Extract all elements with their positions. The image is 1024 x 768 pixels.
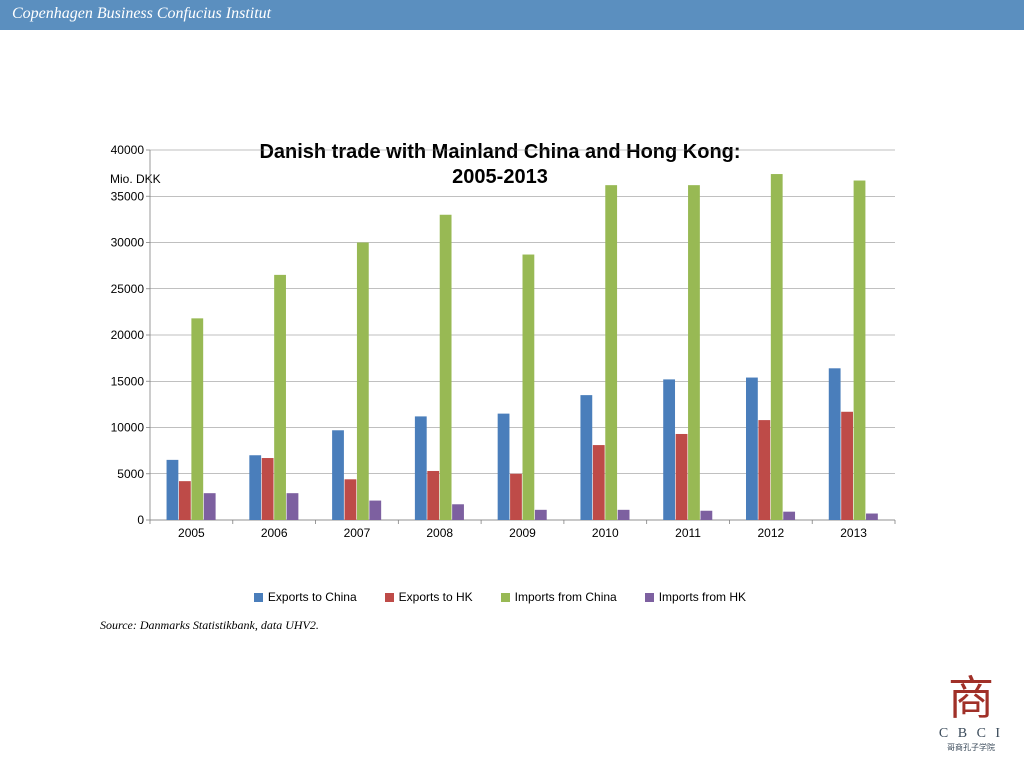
bar xyxy=(452,504,464,520)
bar xyxy=(854,181,866,520)
bar xyxy=(262,458,274,520)
legend-item: Imports from HK xyxy=(645,590,746,604)
svg-text:30000: 30000 xyxy=(111,236,145,250)
header-title: Copenhagen Business Confucius Institut xyxy=(12,5,271,22)
bar xyxy=(593,445,605,520)
bar xyxy=(287,493,299,520)
bar xyxy=(440,215,452,520)
legend-swatch xyxy=(385,593,394,602)
logo-glyph: 商 xyxy=(936,676,1006,722)
svg-text:2005: 2005 xyxy=(178,526,205,540)
svg-text:2013: 2013 xyxy=(840,526,867,540)
legend-item: Imports from China xyxy=(501,590,617,604)
svg-text:2010: 2010 xyxy=(592,526,619,540)
legend-swatch xyxy=(645,593,654,602)
bar xyxy=(676,434,688,520)
svg-text:2011: 2011 xyxy=(675,526,701,540)
source-note: Source: Danmarks Statistikbank, data UHV… xyxy=(100,618,319,633)
bar xyxy=(510,474,522,520)
svg-text:0: 0 xyxy=(137,513,144,527)
bar xyxy=(700,511,712,520)
legend-label: Imports from China xyxy=(515,590,617,604)
bar xyxy=(274,275,286,520)
bar xyxy=(427,471,439,520)
cbci-logo: 商 C B C I 哥商孔子学院 xyxy=(936,676,1006,753)
bar xyxy=(523,255,535,520)
bar xyxy=(415,416,427,520)
bar xyxy=(663,379,675,520)
bar xyxy=(618,510,630,520)
svg-text:10000: 10000 xyxy=(111,421,145,435)
svg-text:15000: 15000 xyxy=(111,374,145,388)
bar xyxy=(758,420,770,520)
bar xyxy=(580,395,592,520)
svg-text:2006: 2006 xyxy=(261,526,288,540)
bar xyxy=(191,318,203,520)
bar xyxy=(369,501,381,520)
bar xyxy=(605,185,617,520)
bar xyxy=(179,481,191,520)
bar xyxy=(249,455,261,520)
bar xyxy=(771,174,783,520)
logo-sub: 哥商孔子学院 xyxy=(936,742,1006,753)
chart-svg: 0 5000 10000 15000 20000 25000 30000 35000 40000… xyxy=(100,145,900,540)
bar xyxy=(841,412,853,520)
bar xyxy=(746,378,758,520)
svg-text:2007: 2007 xyxy=(344,526,371,540)
legend-label: Exports to China xyxy=(268,590,357,604)
svg-text:25000: 25000 xyxy=(111,282,145,296)
svg-text:5000: 5000 xyxy=(117,467,144,481)
bar xyxy=(688,185,700,520)
legend-swatch xyxy=(501,593,510,602)
bar xyxy=(204,493,216,520)
bar xyxy=(829,368,841,520)
bar xyxy=(866,514,878,520)
svg-text:35000: 35000 xyxy=(111,189,145,203)
legend-label: Exports to HK xyxy=(399,590,473,604)
svg-text:2009: 2009 xyxy=(509,526,536,540)
legend-label: Imports from HK xyxy=(659,590,746,604)
legend: Exports to China Exports to HK Imports fro… xyxy=(100,590,900,604)
bar xyxy=(345,479,357,520)
header-bar: Copenhagen Business Confucius Institut xyxy=(0,0,1024,30)
bar xyxy=(535,510,547,520)
bar xyxy=(783,512,795,520)
bar xyxy=(357,243,369,521)
legend-item: Exports to HK xyxy=(385,590,473,604)
bar xyxy=(498,414,510,520)
logo-latin: C B C I xyxy=(936,726,1006,742)
legend-item: Exports to China xyxy=(254,590,357,604)
svg-text:2008: 2008 xyxy=(426,526,453,540)
svg-text:40000: 40000 xyxy=(111,145,145,157)
svg-text:20000: 20000 xyxy=(111,328,145,342)
bar xyxy=(332,430,344,520)
bar xyxy=(167,460,179,520)
legend-swatch xyxy=(254,593,263,602)
chart-area: 0 5000 10000 15000 20000 25000 30000 35000 40000… xyxy=(100,145,900,540)
svg-text:2012: 2012 xyxy=(757,526,784,540)
